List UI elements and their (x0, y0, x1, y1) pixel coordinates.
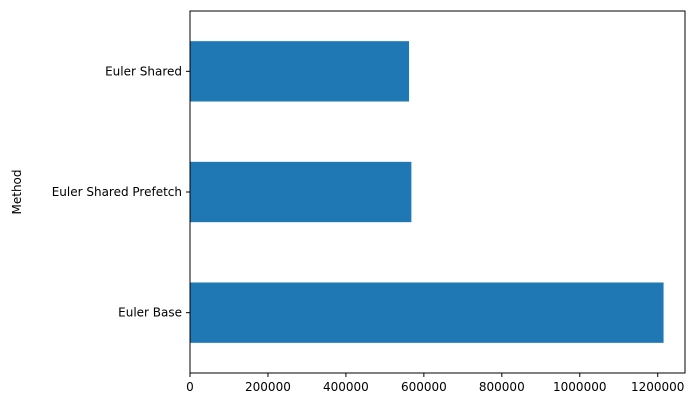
x-tick-label: 1000000 (553, 380, 606, 394)
bar-euler-base (190, 282, 664, 343)
bar-euler-shared (190, 41, 410, 102)
y-tick-label: Euler Base (118, 306, 182, 320)
x-tick-label: 1200000 (631, 380, 684, 394)
x-tick-label: 400000 (323, 380, 369, 394)
bars-group (190, 41, 664, 343)
x-axis-ticks: 0 200000 400000 600000 800000 1000000 1200000 (186, 373, 684, 394)
x-tick-label: 200000 (245, 380, 291, 394)
bar-euler-shared-prefetch (190, 161, 412, 223)
x-tick-label: 600000 (401, 380, 447, 394)
x-tick-label: 0 (186, 380, 194, 394)
y-tick-label: Euler Shared Prefetch (52, 185, 182, 199)
y-tick-label: Euler Shared (105, 64, 182, 78)
x-tick-label: 800000 (479, 380, 525, 394)
y-axis-label: Method (10, 169, 24, 214)
y-axis-ticks: Euler Base Euler Shared Prefetch Euler Sha… (52, 64, 190, 320)
